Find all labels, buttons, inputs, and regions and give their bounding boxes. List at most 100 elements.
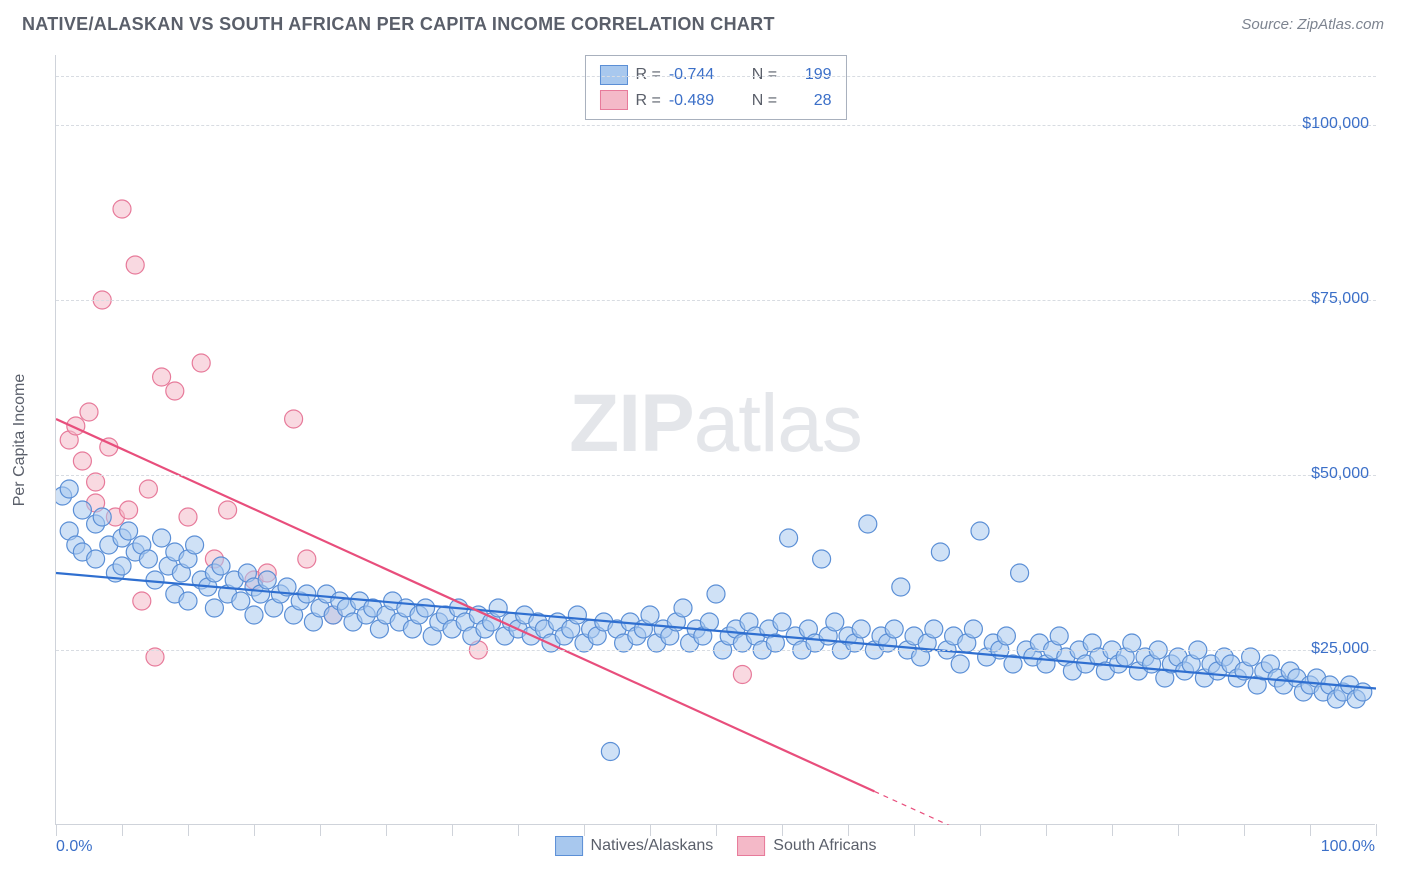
x-tick-mark (1178, 824, 1179, 836)
x-tick-mark (584, 824, 585, 836)
scatter-point (892, 578, 910, 596)
scatter-point (931, 543, 949, 561)
legend-swatch (555, 836, 583, 856)
plot-area: ZIPatlas R =-0.744 N = 199R =-0.489 N = … (55, 55, 1375, 825)
y-tick-label: $75,000 (1311, 290, 1369, 308)
x-tick-mark (650, 824, 651, 836)
scatter-point (133, 592, 151, 610)
scatter-point (813, 550, 831, 568)
x-tick-mark (716, 824, 717, 836)
x-tick-mark (1112, 824, 1113, 836)
x-tick-min: 0.0% (56, 838, 92, 856)
x-tick-mark (1244, 824, 1245, 836)
scatter-point (826, 613, 844, 631)
legend-swatch (737, 836, 765, 856)
gridline (56, 125, 1376, 126)
source-attribution: Source: ZipAtlas.com (1241, 16, 1384, 33)
scatter-point (60, 480, 78, 498)
scatter-point (707, 585, 725, 603)
scatter-point (179, 592, 197, 610)
x-tick-mark (1376, 824, 1377, 836)
scatter-point (298, 550, 316, 568)
scatter-point (139, 550, 157, 568)
x-tick-mark (386, 824, 387, 836)
trend-line-dashed (874, 791, 1138, 825)
series-legend: Natives/Alaskans South Africans (555, 836, 877, 856)
scatter-point (1050, 627, 1068, 645)
scatter-point (179, 508, 197, 526)
scatter-point (258, 571, 276, 589)
scatter-point (186, 536, 204, 554)
scatter-point (971, 522, 989, 540)
x-tick-mark (1046, 824, 1047, 836)
scatter-point (700, 613, 718, 631)
y-axis-label: Per Capita Income (11, 374, 29, 507)
scatter-point (126, 256, 144, 274)
series-legend-label: South Africans (773, 837, 876, 855)
legend-r-value: -0.489 (669, 88, 727, 114)
scatter-point (73, 452, 91, 470)
scatter-point (601, 743, 619, 761)
chart-header: NATIVE/ALASKAN VS SOUTH AFRICAN PER CAPI… (0, 0, 1406, 41)
plot-container: Per Capita Income ZIPatlas R =-0.744 N =… (55, 55, 1375, 825)
scatter-point (73, 501, 91, 519)
scatter-point (245, 606, 263, 624)
legend-n-label: N = (752, 62, 777, 88)
scatter-point (205, 599, 223, 617)
scatter-point (166, 382, 184, 400)
chart-svg (56, 55, 1376, 825)
scatter-point (80, 403, 98, 421)
gridline (56, 76, 1376, 77)
legend-r-value: -0.744 (669, 62, 727, 88)
series-legend-label: Natives/Alaskans (591, 837, 714, 855)
x-tick-mark (122, 824, 123, 836)
source-label: Source: (1241, 16, 1293, 33)
x-tick-mark (980, 824, 981, 836)
scatter-point (641, 606, 659, 624)
scatter-point (780, 529, 798, 547)
scatter-point (951, 655, 969, 673)
scatter-point (146, 571, 164, 589)
scatter-point (885, 620, 903, 638)
scatter-point (219, 501, 237, 519)
scatter-point (1011, 564, 1029, 582)
scatter-point (153, 529, 171, 547)
scatter-point (859, 515, 877, 533)
y-tick-label: $50,000 (1311, 465, 1369, 483)
scatter-point (232, 592, 250, 610)
y-tick-label: $100,000 (1302, 115, 1369, 133)
y-tick-label: $25,000 (1311, 640, 1369, 658)
x-tick-mark (452, 824, 453, 836)
scatter-point (87, 550, 105, 568)
scatter-point (417, 599, 435, 617)
scatter-point (489, 599, 507, 617)
scatter-point (153, 368, 171, 386)
x-tick-mark (518, 824, 519, 836)
scatter-point (113, 200, 131, 218)
scatter-point (964, 620, 982, 638)
x-tick-mark (848, 824, 849, 836)
gridline (56, 300, 1376, 301)
scatter-point (120, 522, 138, 540)
gridline (56, 650, 1376, 651)
scatter-point (113, 557, 131, 575)
legend-swatch (599, 65, 627, 85)
legend-n-value: 199 (798, 62, 832, 88)
gridline (56, 475, 1376, 476)
legend-n-value: 28 (798, 88, 832, 114)
x-tick-mark (1310, 824, 1311, 836)
x-tick-mark (914, 824, 915, 836)
scatter-point (925, 620, 943, 638)
x-tick-mark (320, 824, 321, 836)
x-tick-mark (254, 824, 255, 836)
legend-r-label: R = (635, 62, 660, 88)
scatter-point (93, 508, 111, 526)
scatter-point (733, 666, 751, 684)
x-tick-mark (56, 824, 57, 836)
legend-r-label: R = (635, 88, 660, 114)
series-legend-item: South Africans (737, 836, 876, 856)
source-name: ZipAtlas.com (1297, 16, 1384, 33)
series-legend-item: Natives/Alaskans (555, 836, 714, 856)
scatter-point (139, 480, 157, 498)
legend-stat-row: R =-0.489 N = 28 (599, 88, 831, 114)
